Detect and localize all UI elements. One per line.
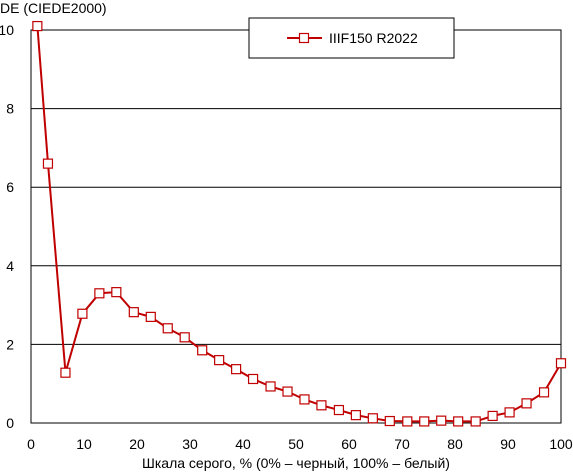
data-point-marker: [504, 407, 515, 418]
data-point-marker: [436, 415, 447, 426]
data-point-marker: [333, 404, 345, 416]
data-point-marker: [538, 387, 550, 398]
y-tick-label: 0: [6, 415, 14, 431]
data-point-marker: [162, 323, 173, 334]
data-point-marker: [299, 394, 310, 405]
x-tick-label: 30: [182, 436, 198, 452]
gridlines: [31, 108, 561, 345]
data-point-marker: [316, 400, 327, 411]
plot-area: [30, 29, 562, 424]
y-tick-label: 8: [6, 101, 14, 117]
y-tick-label: 6: [6, 179, 14, 195]
y-tick-label: 4: [6, 258, 14, 274]
x-tick-label: 50: [288, 436, 304, 452]
data-point-marker: [384, 415, 395, 427]
data-point-marker: [111, 287, 122, 298]
x-tick-label: 10: [76, 436, 92, 452]
data-point-marker: [521, 398, 532, 409]
y-tick-label: 2: [6, 336, 14, 352]
data-point-marker: [247, 373, 259, 385]
data-point-marker: [231, 364, 242, 375]
data-point-marker: [367, 413, 378, 424]
x-tick-label: 100: [549, 436, 573, 452]
data-point-marker: [402, 416, 413, 427]
data-point-marker: [453, 416, 464, 427]
data-point-marker: [487, 410, 498, 422]
data-point-marker: [179, 332, 190, 343]
data-point-marker: [128, 307, 139, 318]
data-point-marker: [197, 345, 208, 356]
x-tick-label: 0: [27, 436, 35, 452]
data-point-marker: [470, 416, 481, 427]
x-tick-label: 20: [129, 436, 145, 452]
data-point-marker: [282, 386, 293, 397]
data-point-marker: [555, 358, 567, 369]
y-axis-ticks: 0 2 4 6 8 10: [0, 22, 14, 431]
legend: IIIF150 R2022: [248, 17, 455, 59]
data-point-marker: [60, 367, 71, 378]
data-point-marker: [42, 158, 54, 169]
y-tick-label: 10: [0, 22, 14, 38]
x-tick-label: 40: [235, 436, 251, 452]
data-point-marker: [350, 410, 361, 421]
legend-marker: [298, 32, 310, 44]
x-tick-label: 90: [500, 436, 516, 452]
data-point-marker: [214, 355, 225, 366]
legend-box: [248, 17, 455, 59]
x-tick-label: 80: [447, 436, 463, 452]
x-tick-label: 70: [394, 436, 410, 452]
x-axis-label: Шкала серого, % (0% – черный, 100% – бел…: [142, 455, 450, 471]
data-point-marker: [32, 20, 43, 32]
series-group: [32, 20, 567, 427]
data-point-marker: [94, 288, 105, 299]
y-axis-label: DE (CIEDE2000): [0, 0, 107, 16]
legend-label: IIIF150 R2022: [329, 30, 418, 46]
data-point-marker: [145, 311, 156, 322]
data-point-marker: [77, 308, 88, 319]
x-axis-ticks: 0 10 20 30 40 50 60 70 80 90 100: [27, 436, 573, 452]
data-point-marker: [419, 416, 430, 427]
data-point-marker: [265, 381, 276, 392]
x-tick-label: 60: [341, 436, 357, 452]
